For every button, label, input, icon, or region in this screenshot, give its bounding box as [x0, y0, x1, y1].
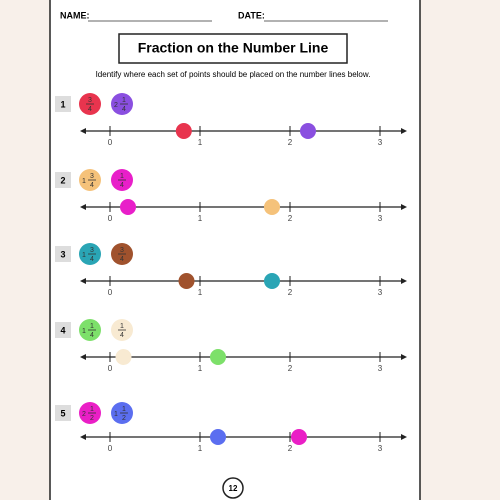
fraction-numerator: 3	[120, 247, 124, 254]
point	[264, 199, 280, 215]
fraction-denominator: 4	[90, 182, 94, 189]
tick-label: 0	[108, 138, 113, 147]
tick-label: 0	[108, 288, 113, 297]
tick-label: 3	[378, 214, 383, 223]
tick-label: 2	[288, 214, 293, 223]
fraction-denominator: 4	[120, 182, 124, 189]
tick-label: 1	[198, 288, 203, 297]
tick-label: 2	[288, 138, 293, 147]
fraction-numerator: 1	[120, 173, 124, 180]
tick-label: 3	[378, 138, 383, 147]
fraction-whole: 1	[114, 411, 118, 418]
tick-label: 3	[378, 364, 383, 373]
fraction-denominator: 2	[122, 415, 126, 422]
point	[175, 123, 192, 139]
fraction-denominator: 4	[120, 332, 124, 339]
arrow-right	[401, 434, 407, 440]
tick-label: 1	[198, 364, 203, 373]
problem-number-box	[55, 322, 71, 338]
tick-label: 1	[198, 444, 203, 453]
point	[291, 429, 307, 445]
problem-number: 5	[60, 408, 65, 418]
fraction-numerator: 1	[90, 323, 94, 330]
fraction-denominator: 2	[90, 415, 94, 422]
fraction-whole: 1	[82, 328, 86, 335]
arrow-left	[80, 204, 86, 210]
tick-label: 2	[288, 444, 293, 453]
fraction-denominator: 4	[88, 106, 92, 113]
fraction-numerator: 1	[122, 97, 126, 104]
point	[264, 273, 280, 289]
fraction-whole: 1	[82, 252, 86, 259]
tick-label: 1	[198, 138, 203, 147]
arrow-left	[80, 128, 86, 134]
title-box	[118, 33, 348, 64]
fraction-whole: 2	[114, 102, 118, 109]
arrow-left	[80, 278, 86, 284]
title: Fraction on the Number Line	[138, 40, 329, 56]
fraction-numerator: 3	[88, 97, 92, 104]
point	[115, 349, 132, 365]
point	[300, 123, 316, 139]
date-label: DATE:	[238, 10, 265, 20]
arrow-right	[401, 204, 407, 210]
problem-number-box	[55, 246, 71, 262]
tick-label: 0	[108, 364, 113, 373]
fraction-denominator: 4	[122, 106, 126, 113]
tick-label: 2	[288, 288, 293, 297]
fraction-numerator: 3	[90, 173, 94, 180]
tick-label: 2	[288, 364, 293, 373]
arrow-left	[80, 434, 86, 440]
fraction-whole: 2	[82, 411, 86, 418]
point	[210, 349, 226, 365]
tick-label: 3	[378, 288, 383, 297]
problem-number: 1	[60, 99, 65, 109]
arrow-right	[401, 354, 407, 360]
fraction-whole: 1	[82, 178, 86, 185]
fraction-denominator: 4	[90, 256, 94, 263]
tick-label: 0	[108, 214, 113, 223]
name-label: NAME:	[60, 10, 90, 20]
fraction-denominator: 4	[120, 256, 124, 263]
tick-label: 1	[198, 214, 203, 223]
problem-number-box	[55, 405, 71, 421]
fraction-denominator: 4	[90, 332, 94, 339]
point	[178, 273, 195, 289]
arrow-right	[401, 278, 407, 284]
problem-number-box	[55, 172, 71, 188]
problem-number: 3	[60, 249, 65, 259]
page-number: 12	[229, 484, 238, 493]
problem-number: 2	[60, 175, 65, 185]
fraction-numerator: 1	[120, 323, 124, 330]
point	[120, 199, 136, 215]
arrow-left	[80, 354, 86, 360]
instruction: Identify where each set of points should…	[96, 70, 371, 79]
problem-number: 4	[60, 325, 65, 335]
problem-number-box	[55, 96, 71, 112]
point	[210, 429, 226, 445]
tick-label: 3	[378, 444, 383, 453]
tick-label: 0	[108, 444, 113, 453]
fraction-numerator: 1	[122, 406, 126, 413]
fraction-numerator: 3	[90, 247, 94, 254]
arrow-right	[401, 128, 407, 134]
page-number-circle	[222, 477, 244, 499]
fraction-numerator: 1	[90, 406, 94, 413]
